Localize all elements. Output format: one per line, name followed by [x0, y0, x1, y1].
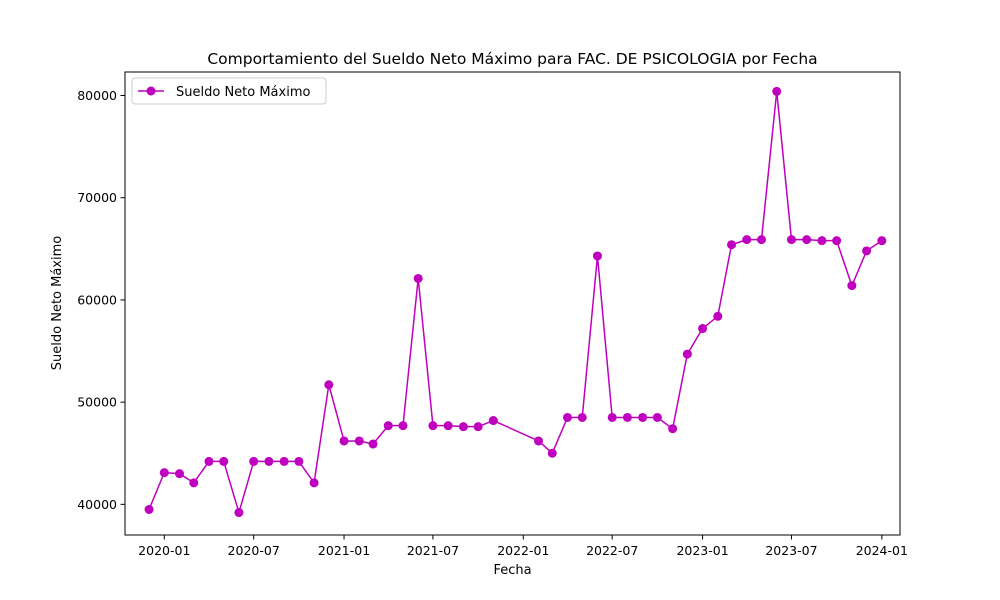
data-point [607, 412, 617, 422]
data-point [727, 240, 737, 250]
x-tick-label: 2022-01 [497, 543, 549, 558]
data-point [652, 412, 662, 422]
data-point [563, 412, 573, 422]
data-point [713, 311, 723, 321]
y-tick-label: 80000 [77, 88, 117, 103]
data-point [698, 324, 708, 334]
data-point [383, 421, 393, 431]
data-point [802, 235, 812, 245]
data-point [413, 273, 423, 283]
data-point [772, 86, 782, 96]
data-point [638, 412, 648, 422]
x-tick-label: 2022-07 [586, 543, 638, 558]
data-point [204, 456, 214, 466]
data-point [534, 436, 544, 446]
data-point [757, 235, 767, 245]
data-point [817, 236, 827, 246]
x-tick-label: 2020-01 [138, 543, 190, 558]
data-point [488, 416, 498, 426]
data-point [144, 504, 154, 514]
x-tick-label: 2024-01 [856, 543, 908, 558]
data-point [877, 236, 887, 246]
data-point [264, 456, 274, 466]
x-tick-label: 2021-01 [318, 543, 370, 558]
series-layer [144, 86, 887, 518]
chart-title: Comportamiento del Sueldo Neto Máximo pa… [207, 50, 817, 68]
data-point [398, 421, 408, 431]
data-point [473, 422, 483, 432]
data-point [786, 235, 796, 245]
plot-frame [124, 71, 901, 536]
x-tick-label: 2020-07 [228, 543, 280, 558]
data-point [622, 412, 632, 422]
x-axis: 2020-01 2020-07 2021-01 2021-07 2022-01 2022-… [138, 535, 908, 558]
legend: Sueldo Neto Máximo [131, 77, 327, 105]
data-point [458, 422, 468, 432]
data-point [309, 478, 319, 488]
y-tick-label: 50000 [77, 395, 117, 410]
data-point [175, 469, 185, 479]
data-point [832, 236, 842, 246]
data-point [592, 251, 602, 261]
y-tick-label: 70000 [77, 190, 117, 205]
data-point [339, 436, 349, 446]
plot-area [124, 71, 901, 536]
data-point [354, 436, 364, 446]
data-point [189, 478, 199, 488]
data-point [577, 412, 587, 422]
data-point [443, 421, 453, 431]
data-point [428, 421, 438, 431]
data-point [219, 456, 229, 466]
data-point [249, 456, 259, 466]
x-tick-label: 2021-07 [407, 543, 459, 558]
data-point [279, 456, 289, 466]
y-axis: 40000 50000 60000 70000 80000 [77, 88, 125, 512]
series-line [148, 90, 883, 514]
data-point [862, 246, 872, 256]
x-axis-label: Fecha [493, 563, 531, 578]
legend-entry-label: Sueldo Neto Máximo [176, 85, 310, 100]
data-point [234, 508, 244, 518]
data-point [742, 235, 752, 245]
legend-marker-swatch [146, 86, 156, 96]
y-tick-label: 60000 [77, 292, 117, 307]
data-point [668, 424, 678, 434]
data-point [159, 468, 169, 478]
data-point [368, 439, 378, 449]
data-point [324, 380, 334, 390]
data-point [294, 456, 304, 466]
y-tick-label: 40000 [77, 497, 117, 512]
data-point [682, 349, 692, 359]
legend-box [131, 77, 327, 105]
x-tick-label: 2023-01 [676, 543, 728, 558]
data-point [547, 448, 557, 458]
data-point [847, 281, 857, 291]
y-axis-label: Sueldo Neto Máximo [50, 236, 65, 370]
x-tick-label: 2023-07 [765, 543, 817, 558]
